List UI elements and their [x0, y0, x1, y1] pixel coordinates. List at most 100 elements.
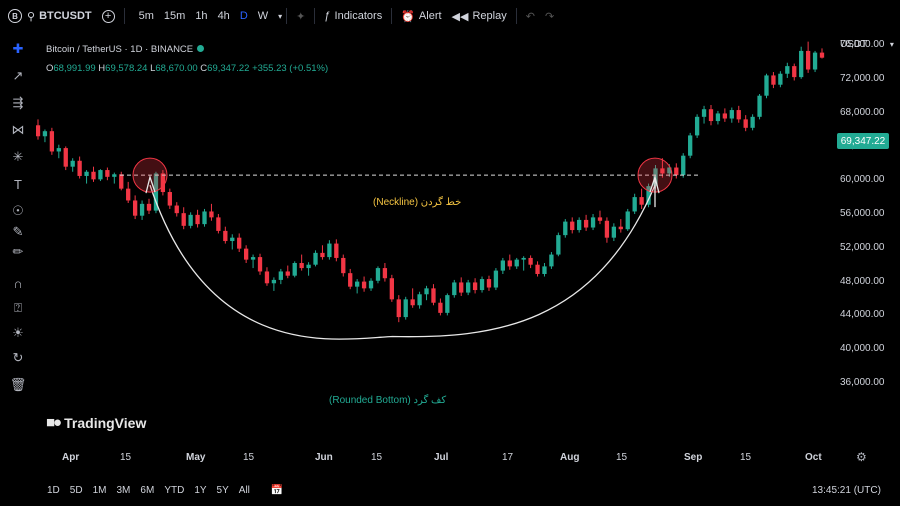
redo-button[interactable]: ↷ — [540, 0, 559, 32]
candle-body[interactable] — [209, 211, 214, 218]
timeframe-1h[interactable]: 1h — [195, 10, 208, 22]
price-chart[interactable] — [36, 32, 834, 442]
candle-body[interactable] — [694, 116, 700, 136]
candle-body[interactable] — [348, 273, 353, 287]
range-all[interactable]: All — [238, 484, 250, 496]
timeframe-d[interactable]: D — [239, 10, 248, 22]
candle-body[interactable] — [424, 288, 429, 295]
candle-body[interactable] — [354, 281, 360, 287]
indicators-button[interactable]: ƒ Indicators — [319, 0, 387, 32]
candle-body[interactable] — [257, 257, 263, 272]
compare-symbol-button[interactable]: + — [97, 0, 120, 32]
candle-body[interactable] — [167, 192, 172, 206]
candle-body[interactable] — [243, 248, 249, 260]
candle-body[interactable] — [785, 66, 790, 74]
candle-body[interactable] — [715, 113, 721, 122]
symbol-search[interactable]: ⚲ BTCUSDT — [22, 0, 97, 32]
candle-body[interactable] — [63, 148, 68, 167]
chevron-down-icon[interactable]: ▾ — [278, 11, 283, 21]
candle-body[interactable] — [223, 230, 228, 242]
candle-body[interactable] — [466, 282, 471, 293]
candle-body[interactable] — [729, 110, 734, 119]
range-3m[interactable]: 3M — [116, 484, 131, 496]
candle-body[interactable] — [764, 75, 769, 96]
candle-body[interactable] — [153, 173, 159, 211]
candle-body[interactable] — [445, 295, 450, 313]
candle-body[interactable] — [750, 116, 755, 128]
candle-body[interactable] — [313, 252, 318, 265]
undo-button[interactable]: ↶ — [521, 0, 540, 32]
candle-body[interactable] — [701, 109, 707, 117]
candle-body[interactable] — [36, 125, 41, 137]
sync-icon[interactable]: ↻ — [12, 350, 24, 365]
candle-body[interactable] — [819, 52, 825, 58]
range-1m[interactable]: 1M — [92, 484, 107, 496]
candle-body[interactable] — [681, 155, 686, 176]
candle-body[interactable] — [160, 173, 166, 193]
candle-body[interactable] — [306, 264, 311, 269]
candle-body[interactable] — [56, 148, 61, 152]
candle-body[interactable] — [181, 213, 186, 226]
fib-retracement-icon[interactable]: ⇶ — [12, 95, 24, 110]
candle-body[interactable] — [493, 270, 499, 288]
candle-body[interactable] — [237, 237, 242, 249]
candle-body[interactable] — [396, 299, 401, 318]
candle-body[interactable] — [202, 211, 207, 225]
alert-button[interactable]: ⏰ Alert — [396, 0, 446, 32]
candle-body[interactable] — [708, 109, 714, 122]
candle-body[interactable] — [126, 188, 131, 201]
candle-body[interactable] — [778, 73, 783, 85]
candle-body[interactable] — [299, 263, 304, 269]
candle-body[interactable] — [611, 226, 617, 238]
candle-body[interactable] — [389, 278, 394, 300]
candle-body[interactable] — [625, 211, 630, 230]
candle-body[interactable] — [604, 220, 610, 238]
rounded-bottom-label[interactable]: کف گرد (Rounded Bottom) — [329, 395, 447, 406]
candle-body[interactable] — [528, 257, 533, 265]
candle-body[interactable] — [382, 268, 388, 279]
candle-body[interactable] — [632, 197, 637, 212]
candle-body[interactable] — [570, 221, 575, 231]
ruler-icon[interactable]: ✏ — [12, 244, 24, 259]
candle-body[interactable] — [292, 263, 297, 276]
candle-body[interactable] — [743, 119, 748, 128]
candle-body[interactable] — [667, 167, 672, 174]
candle-body[interactable] — [417, 294, 422, 306]
measure-icon[interactable]: ☉ — [12, 203, 24, 218]
prediction-icon[interactable]: ✳ — [12, 149, 24, 164]
candle-body[interactable] — [341, 257, 346, 274]
candle-body[interactable] — [105, 170, 110, 177]
candle-body[interactable] — [334, 243, 339, 258]
candle-body[interactable] — [49, 131, 55, 152]
candle-body[interactable] — [139, 203, 145, 216]
candle-body[interactable] — [327, 243, 332, 258]
candle-body[interactable] — [563, 221, 568, 236]
candle-body[interactable] — [98, 170, 103, 180]
candle-body[interactable] — [112, 174, 117, 177]
candle-body[interactable] — [792, 66, 797, 78]
timeframe-w[interactable]: W — [257, 10, 269, 22]
candle-body[interactable] — [361, 281, 367, 289]
replay-button[interactable]: ◀◀ Replay — [447, 0, 512, 32]
candle-body[interactable] — [771, 75, 776, 85]
timeframe-4h[interactable]: 4h — [217, 10, 230, 22]
candle-body[interactable] — [514, 259, 519, 267]
candle-body[interactable] — [271, 279, 277, 284]
neckline-label[interactable]: خط گردن (Neckline) — [373, 197, 462, 208]
candle-body[interactable] — [230, 237, 235, 242]
range-6m[interactable]: 6M — [140, 484, 155, 496]
candle-body[interactable] — [119, 174, 124, 189]
candle-body[interactable] — [84, 171, 89, 176]
timeframe-5m[interactable]: 5m — [138, 10, 154, 22]
candle-body[interactable] — [583, 219, 589, 228]
time-axis[interactable]: Apr 15 May 15 Jun 15 Jul 17 Aug 15 Sep 15 Oct — [36, 446, 834, 468]
candle-body[interactable] — [472, 282, 478, 291]
candle-body[interactable] — [438, 302, 443, 313]
candle-body[interactable] — [320, 252, 325, 258]
candle-body[interactable] — [674, 167, 679, 176]
range-ytd[interactable]: YTD — [164, 484, 185, 496]
candle-body[interactable] — [646, 186, 651, 205]
candle-body[interactable] — [216, 217, 221, 231]
candle-body[interactable] — [264, 271, 270, 284]
candle-body[interactable] — [174, 205, 179, 214]
